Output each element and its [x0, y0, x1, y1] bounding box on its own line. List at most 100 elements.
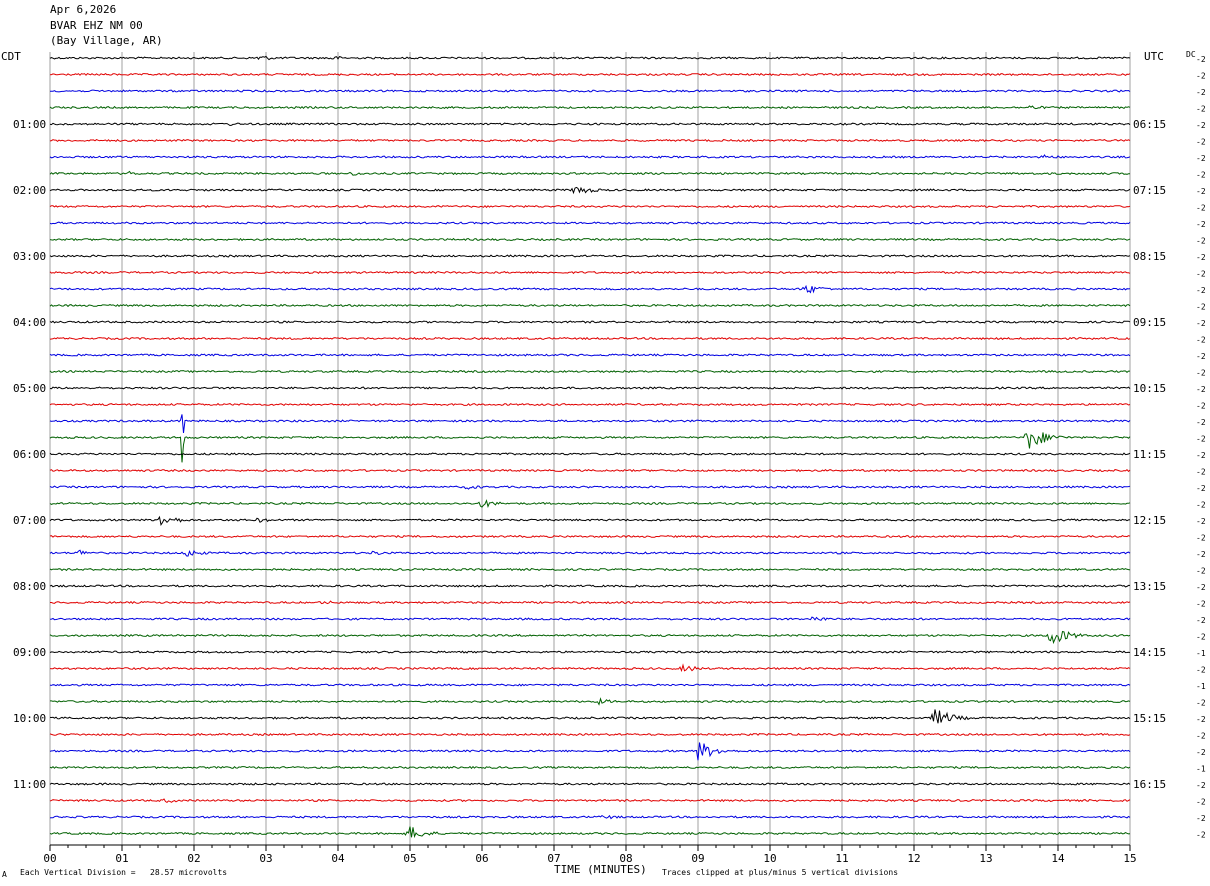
dc-offset-value: -2 — [1196, 138, 1206, 147]
dc-offset-value: -2 — [1196, 286, 1206, 295]
seismic-trace — [49, 432, 1131, 463]
dc-offset-value: -2 — [1196, 253, 1206, 262]
dc-offset-value: -2 — [1196, 567, 1206, 576]
seismic-trace — [49, 567, 1131, 572]
x-tick-label: 01 — [115, 852, 128, 865]
dc-offset-value: -2 — [1196, 484, 1206, 493]
dc-offset-value: -2 — [1196, 748, 1206, 757]
seismic-trace — [49, 186, 1131, 195]
x-tick-label: 13 — [979, 852, 992, 865]
dc-offset-value: -2 — [1196, 204, 1206, 213]
seismic-trace — [49, 369, 1130, 374]
seismic-trace — [49, 336, 1131, 341]
dc-offset-value: -1 — [1196, 649, 1206, 658]
dc-offset-value: -2 — [1196, 237, 1206, 246]
dc-offset-value: -2 — [1196, 88, 1206, 97]
x-tick-label: 03 — [259, 852, 272, 865]
seismic-trace — [49, 534, 1131, 539]
x-tick-label: 02 — [187, 852, 200, 865]
x-tick-label: 09 — [691, 852, 704, 865]
dc-offset-value: -2 — [1196, 105, 1206, 114]
dc-offset-value: -2 — [1196, 220, 1206, 229]
dc-offset-value: -2 — [1196, 616, 1206, 625]
left-hour-label: 07:00 — [13, 514, 46, 527]
seismic-trace — [49, 630, 1131, 645]
seismic-trace — [49, 468, 1131, 473]
scale-note: Each Vertical Division = 28.57 microvolt… — [20, 868, 228, 877]
seismic-trace — [49, 485, 1131, 490]
dc-offset-value: -2 — [1196, 121, 1206, 130]
left-timezone-label: CDT — [1, 50, 21, 63]
seismic-trace — [49, 204, 1131, 209]
dc-offset-value: -2 — [1196, 501, 1206, 510]
seismic-trace — [49, 732, 1131, 737]
seismic-trace — [49, 782, 1131, 786]
x-tick-label: 12 — [907, 852, 920, 865]
dc-offset-value: -2 — [1196, 600, 1206, 609]
dc-label: DC — [1186, 50, 1196, 59]
seismic-trace — [49, 122, 1131, 127]
seismic-trace — [49, 353, 1131, 357]
seismic-trace — [49, 798, 1131, 804]
dc-offset-value: -2 — [1196, 418, 1206, 427]
dc-offset-value: -2 — [1196, 781, 1206, 790]
dc-offset-value: -1 — [1196, 682, 1206, 691]
x-tick-label: 11 — [835, 852, 848, 865]
seismic-trace — [49, 663, 1131, 673]
seismic-trace — [49, 284, 1131, 294]
left-hour-label: 11:00 — [13, 778, 46, 791]
dc-offset-value: -2 — [1196, 831, 1206, 840]
seismic-trace — [49, 237, 1131, 242]
right-hour-label: 10:15 — [1133, 382, 1166, 395]
right-timezone-label: UTC — [1144, 50, 1164, 63]
seismic-trace — [49, 650, 1131, 654]
dc-offset-value: -2 — [1196, 814, 1206, 823]
seismic-trace — [49, 549, 1131, 557]
right-hour-label: 14:15 — [1133, 646, 1166, 659]
seismic-trace — [49, 414, 1131, 434]
corner-mark: A — [2, 870, 7, 879]
seismic-trace — [49, 55, 1131, 61]
clip-note: Traces clipped at plus/minus 5 vertical … — [662, 868, 899, 877]
station-code: BVAR EHZ NM 00 — [50, 19, 143, 32]
dc-offset-value: -2 — [1196, 385, 1206, 394]
seismic-trace — [49, 765, 1131, 770]
seismic-trace — [49, 72, 1131, 77]
dc-offset-value: -2 — [1196, 435, 1206, 444]
dc-offset-value: -2 — [1196, 699, 1206, 708]
seismic-trace — [49, 826, 1131, 839]
dc-offset-value: -2 — [1196, 534, 1206, 543]
dc-offset-value: -2 — [1196, 583, 1206, 592]
dc-offset-value: -2 — [1196, 303, 1206, 312]
seismic-trace — [49, 709, 1131, 724]
left-hour-label: 10:00 — [13, 712, 46, 725]
x-tick-label: 10 — [763, 852, 776, 865]
right-hour-label: 07:15 — [1133, 184, 1166, 197]
right-hour-label: 08:15 — [1133, 250, 1166, 263]
seismic-trace — [49, 742, 1131, 761]
seismic-trace — [49, 254, 1131, 258]
dc-offset-value: -2 — [1196, 270, 1206, 279]
x-tick-label: 00 — [43, 852, 56, 865]
dc-offset-value: -2 — [1196, 171, 1206, 180]
dc-offset-value: -2 — [1196, 154, 1206, 163]
right-hour-label: 09:15 — [1133, 316, 1166, 329]
dc-offset-value: -2 — [1196, 55, 1206, 64]
seismic-trace — [49, 138, 1131, 143]
dc-offset-value: -2 — [1196, 319, 1206, 328]
seismic-trace — [49, 303, 1131, 308]
station-location: (Bay Village, AR) — [50, 34, 163, 47]
seismic-trace — [49, 154, 1131, 159]
seismic-trace — [49, 452, 1131, 456]
left-hour-label: 03:00 — [13, 250, 46, 263]
x-tick-label: 06 — [475, 852, 488, 865]
seismic-trace — [49, 683, 1131, 687]
seismic-trace — [49, 616, 1131, 621]
seismic-trace — [49, 320, 1131, 324]
x-tick-label: 08 — [619, 852, 632, 865]
dc-offset-value: -2 — [1196, 451, 1206, 460]
seismic-trace — [49, 386, 1131, 390]
seismic-trace — [49, 499, 1131, 508]
x-axis-label: TIME (MINUTES) — [554, 863, 647, 876]
